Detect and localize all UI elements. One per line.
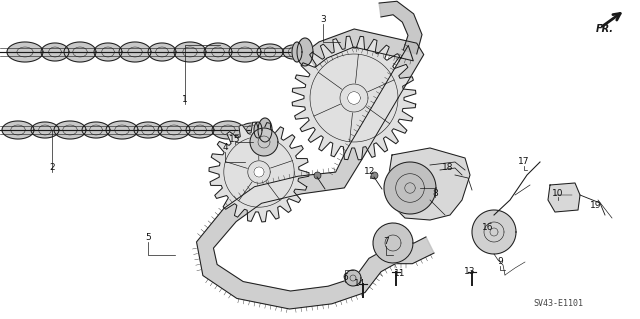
Polygon shape	[7, 42, 43, 62]
Text: 9: 9	[497, 257, 503, 266]
Text: 5: 5	[145, 234, 151, 242]
Polygon shape	[384, 162, 436, 214]
Text: 2: 2	[49, 164, 55, 173]
Polygon shape	[41, 43, 69, 61]
Polygon shape	[229, 42, 261, 62]
Polygon shape	[283, 45, 303, 59]
Polygon shape	[379, 1, 422, 54]
Polygon shape	[209, 122, 309, 222]
Text: SV43-E1101: SV43-E1101	[533, 299, 583, 308]
Polygon shape	[212, 121, 244, 139]
Polygon shape	[472, 210, 516, 254]
Polygon shape	[258, 118, 272, 142]
Text: 14: 14	[355, 279, 365, 288]
Text: 8: 8	[432, 189, 438, 197]
Text: 1: 1	[182, 95, 188, 105]
Text: FR.: FR.	[596, 24, 614, 34]
Polygon shape	[248, 161, 270, 183]
Polygon shape	[148, 43, 176, 61]
Text: 3: 3	[320, 16, 326, 25]
Text: 18: 18	[442, 164, 454, 173]
Polygon shape	[340, 84, 368, 112]
Polygon shape	[297, 38, 313, 66]
Polygon shape	[373, 223, 413, 263]
Polygon shape	[134, 122, 162, 138]
Text: 19: 19	[590, 201, 602, 210]
Text: 12: 12	[364, 167, 376, 176]
Polygon shape	[31, 122, 59, 138]
Polygon shape	[388, 148, 470, 220]
Polygon shape	[82, 122, 110, 138]
Polygon shape	[204, 43, 232, 61]
Text: 11: 11	[394, 269, 406, 278]
Text: 16: 16	[483, 224, 493, 233]
Polygon shape	[174, 42, 206, 62]
Polygon shape	[106, 121, 138, 139]
Polygon shape	[254, 122, 262, 138]
Text: 17: 17	[518, 158, 530, 167]
Polygon shape	[257, 44, 283, 60]
Text: 7: 7	[383, 238, 389, 247]
Polygon shape	[345, 270, 361, 286]
Polygon shape	[250, 128, 278, 156]
Polygon shape	[158, 121, 190, 139]
Polygon shape	[54, 121, 86, 139]
Polygon shape	[292, 42, 302, 62]
Polygon shape	[548, 183, 580, 212]
Polygon shape	[254, 167, 264, 177]
Polygon shape	[240, 123, 264, 137]
Text: 4: 4	[222, 144, 228, 152]
Polygon shape	[348, 92, 360, 104]
Text: 13: 13	[464, 268, 476, 277]
Text: 15: 15	[229, 136, 241, 145]
Polygon shape	[64, 42, 96, 62]
Text: 6: 6	[342, 273, 348, 283]
Polygon shape	[94, 43, 122, 61]
Text: 10: 10	[552, 189, 564, 197]
Polygon shape	[292, 36, 416, 160]
Polygon shape	[2, 121, 34, 139]
Polygon shape	[119, 42, 151, 62]
Polygon shape	[196, 29, 434, 309]
Polygon shape	[186, 122, 214, 138]
